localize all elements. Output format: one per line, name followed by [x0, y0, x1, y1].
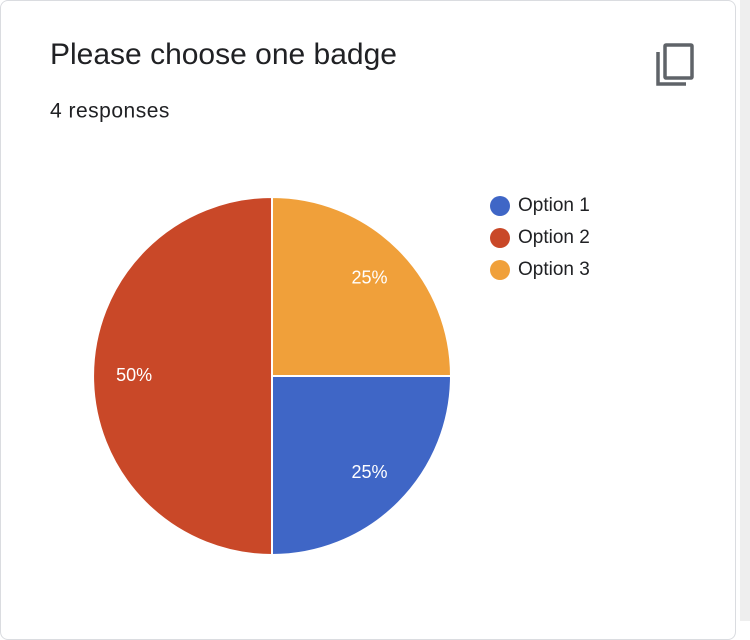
pie-slice — [271, 375, 453, 557]
chart-title: Please choose one badge — [50, 38, 397, 71]
slice-label: 50% — [116, 365, 152, 385]
legend-swatch — [490, 196, 510, 216]
legend-label: Option 2 — [518, 227, 590, 248]
scrollbar-track — [740, 0, 750, 621]
chart-subtitle: 4 responses — [50, 100, 170, 123]
pie-slice — [271, 195, 453, 377]
legend-label: Option 1 — [518, 195, 590, 216]
copy-button[interactable] — [656, 43, 694, 86]
copy-icon-back — [656, 52, 686, 86]
pie-slice — [92, 195, 273, 557]
slice-label: 25% — [351, 462, 387, 482]
chart: Please choose one badge 4 responses 25% 5… — [50, 38, 694, 557]
legend-label: Option 3 — [518, 259, 590, 280]
slice-label: 25% — [351, 267, 387, 287]
legend-swatch — [490, 228, 510, 248]
legend-swatch — [490, 260, 510, 280]
copy-icon-front — [663, 43, 694, 80]
